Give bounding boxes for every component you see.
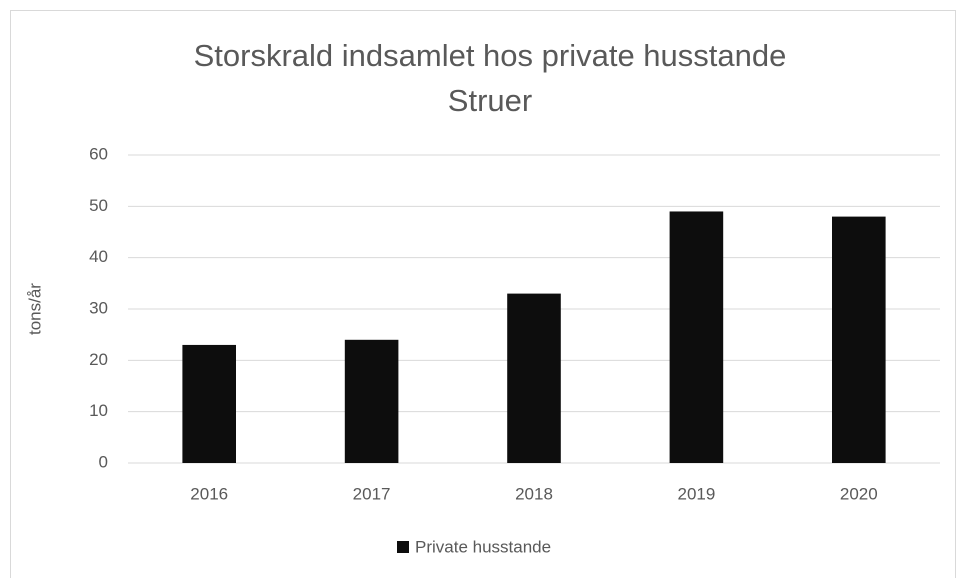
y-tick-label: 0 <box>99 452 108 471</box>
x-tick-label: 2018 <box>515 484 553 503</box>
y-tick-label: 50 <box>89 196 108 215</box>
chart-title: Storskrald indsamlet hos private husstan… <box>194 38 787 73</box>
bar <box>507 293 561 463</box>
y-tick-label: 40 <box>89 247 108 266</box>
y-tick-label: 30 <box>89 298 108 317</box>
legend-swatch <box>397 541 409 553</box>
y-tick-label: 60 <box>89 144 108 163</box>
bar <box>344 339 399 463</box>
chart-frame <box>10 10 956 578</box>
x-tick-label: 2020 <box>840 484 878 503</box>
y-tick-label: 10 <box>89 401 108 420</box>
bar <box>832 216 886 463</box>
bar <box>669 211 724 463</box>
bar <box>182 344 236 463</box>
y-axis-label: tons/år <box>25 283 44 335</box>
x-tick-label: 2017 <box>353 484 391 503</box>
y-tick-label: 20 <box>89 350 108 369</box>
chart-title: Struer <box>448 83 532 118</box>
legend-label: Private husstande <box>415 537 551 556</box>
x-tick-label: 2019 <box>677 484 715 503</box>
x-tick-label: 2016 <box>190 484 228 503</box>
